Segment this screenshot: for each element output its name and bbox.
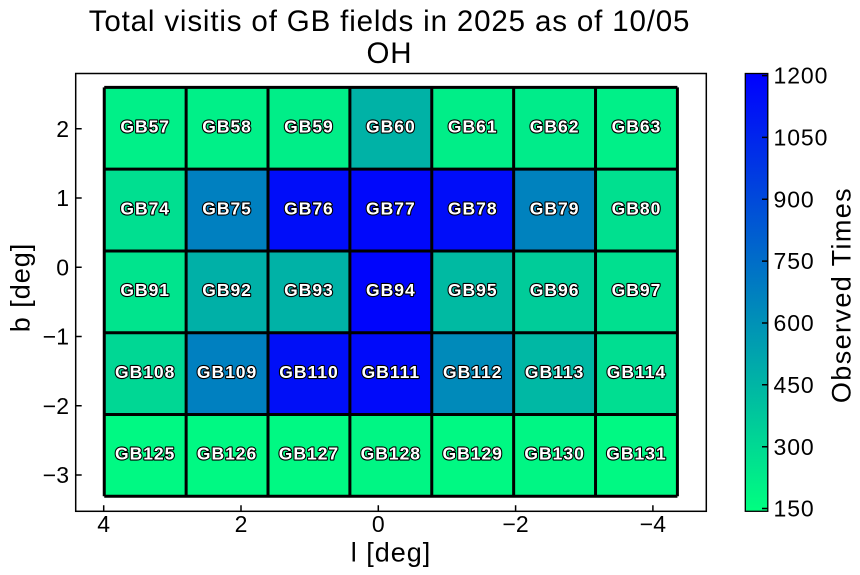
svg-text:GB76: GB76 xyxy=(284,198,334,218)
svg-text:−4: −4 xyxy=(640,511,666,537)
svg-text:GB110: GB110 xyxy=(279,362,338,382)
svg-text:GB78: GB78 xyxy=(448,198,498,218)
svg-text:750: 750 xyxy=(774,248,815,274)
svg-text:GB80: GB80 xyxy=(612,198,662,218)
svg-text:2: 2 xyxy=(235,511,248,537)
svg-text:GB95: GB95 xyxy=(448,280,498,300)
svg-text:4: 4 xyxy=(97,511,110,537)
svg-text:b [deg]: b [deg] xyxy=(6,243,36,333)
svg-text:450: 450 xyxy=(774,372,815,398)
svg-text:−2: −2 xyxy=(502,511,528,537)
svg-text:GB58: GB58 xyxy=(202,117,252,137)
svg-text:GB109: GB109 xyxy=(197,362,257,382)
svg-text:GB108: GB108 xyxy=(115,362,175,382)
svg-text:GB79: GB79 xyxy=(530,198,580,218)
svg-text:0: 0 xyxy=(56,254,69,280)
svg-text:GB57: GB57 xyxy=(120,117,170,137)
svg-text:150: 150 xyxy=(774,496,815,522)
svg-text:600: 600 xyxy=(774,310,815,336)
svg-text:GB74: GB74 xyxy=(120,198,170,218)
svg-text:1200: 1200 xyxy=(774,63,829,89)
svg-text:GB77: GB77 xyxy=(366,198,416,218)
svg-text:GB131: GB131 xyxy=(606,444,666,464)
svg-text:0: 0 xyxy=(372,511,385,537)
svg-text:−1: −1 xyxy=(43,324,69,350)
svg-text:GB111: GB111 xyxy=(362,362,421,382)
svg-text:OH: OH xyxy=(367,37,413,70)
svg-text:GB91: GB91 xyxy=(120,280,170,300)
svg-text:GB93: GB93 xyxy=(284,280,334,300)
svg-text:GB97: GB97 xyxy=(612,280,662,300)
svg-text:Observed Times: Observed Times xyxy=(827,187,857,403)
svg-text:1050: 1050 xyxy=(774,125,829,151)
svg-text:GB96: GB96 xyxy=(530,280,580,300)
svg-text:GB113: GB113 xyxy=(525,362,584,382)
svg-text:GB94: GB94 xyxy=(366,280,416,300)
svg-text:GB75: GB75 xyxy=(202,198,252,218)
svg-text:GB112: GB112 xyxy=(443,362,502,382)
svg-text:−2: −2 xyxy=(43,393,69,419)
svg-text:GB125: GB125 xyxy=(115,444,175,464)
svg-text:GB127: GB127 xyxy=(279,444,339,464)
svg-text:GB92: GB92 xyxy=(202,280,252,300)
svg-text:300: 300 xyxy=(774,434,815,460)
svg-text:l [deg]: l [deg] xyxy=(351,537,432,567)
svg-text:GB62: GB62 xyxy=(530,117,580,137)
svg-text:2: 2 xyxy=(56,116,69,142)
svg-text:GB63: GB63 xyxy=(612,117,662,137)
svg-text:GB126: GB126 xyxy=(197,444,257,464)
svg-text:Total visitis of GB fields in: Total visitis of GB fields in 2025 as of… xyxy=(89,5,691,38)
svg-text:GB114: GB114 xyxy=(607,362,666,382)
svg-text:GB130: GB130 xyxy=(524,444,584,464)
svg-text:GB128: GB128 xyxy=(361,444,421,464)
svg-text:GB129: GB129 xyxy=(442,444,502,464)
svg-text:−3: −3 xyxy=(43,462,69,488)
svg-text:1: 1 xyxy=(56,185,69,211)
svg-text:GB61: GB61 xyxy=(448,117,498,137)
svg-text:900: 900 xyxy=(774,186,815,212)
svg-text:GB59: GB59 xyxy=(284,117,334,137)
svg-text:GB60: GB60 xyxy=(366,117,416,137)
